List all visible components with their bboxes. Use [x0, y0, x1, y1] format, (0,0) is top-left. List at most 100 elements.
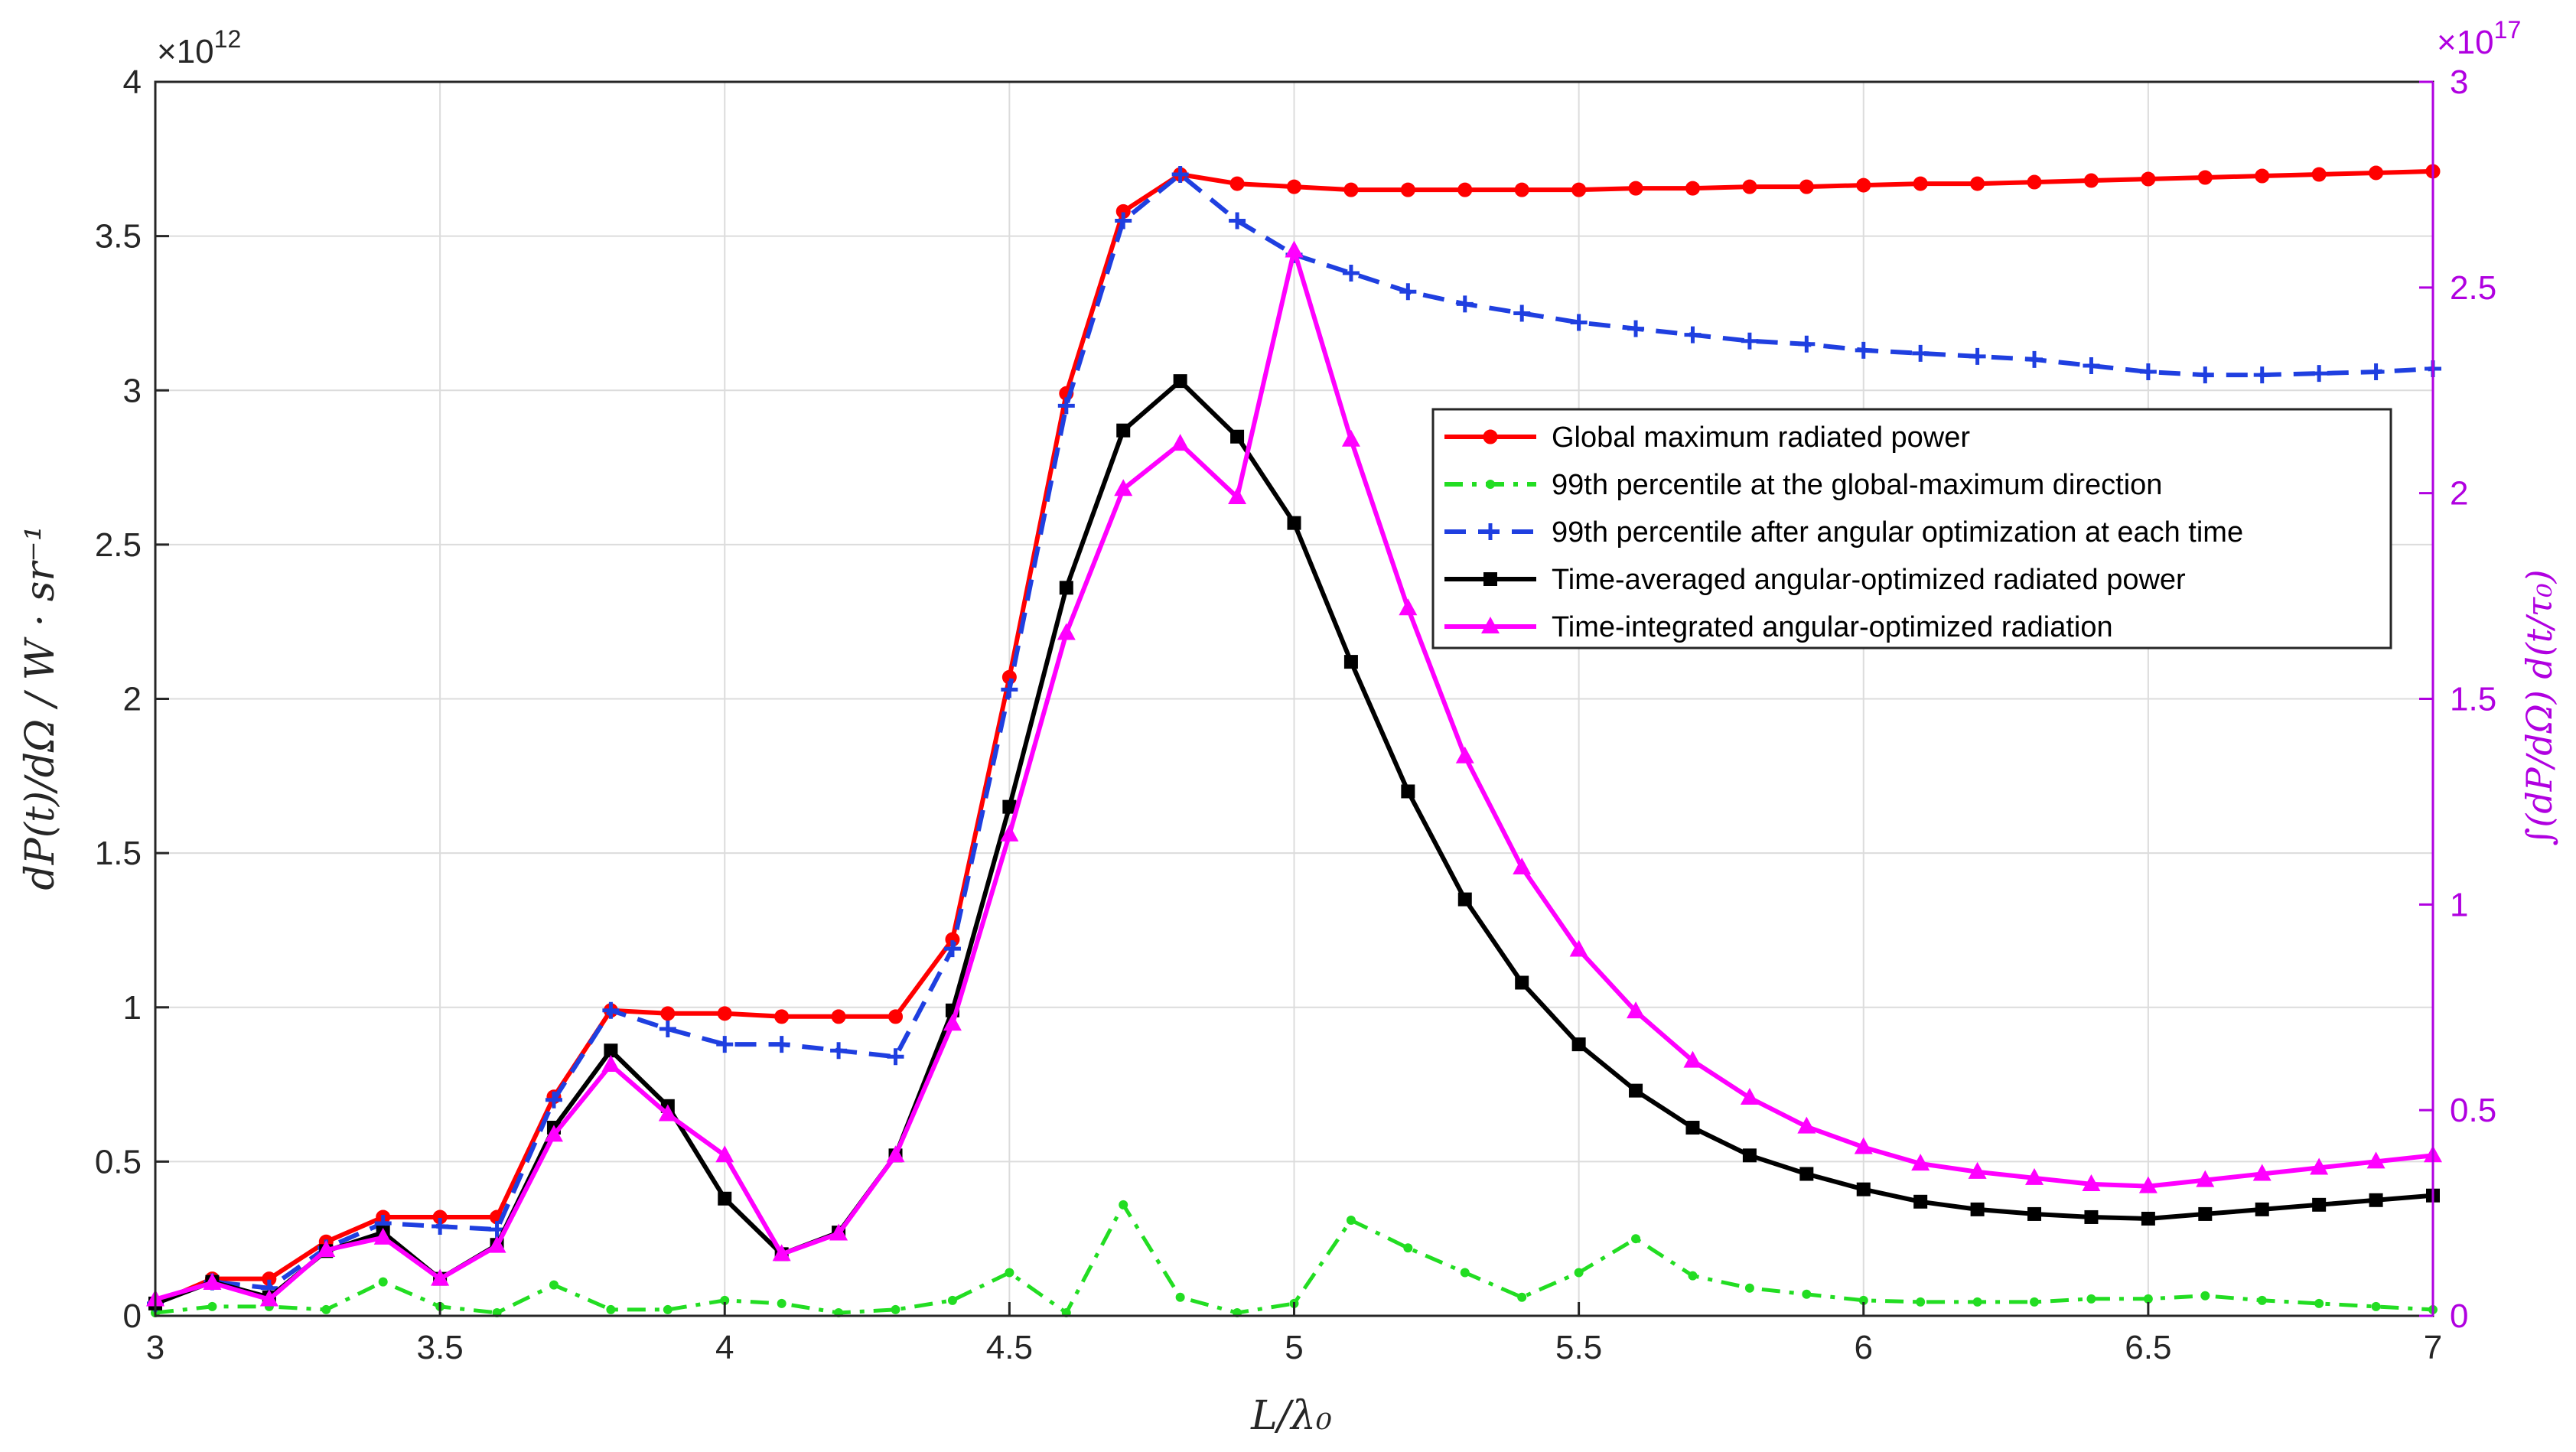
- data-point: [1855, 341, 1872, 359]
- legend-entry: Time-averaged angular-optimized radiated…: [1444, 564, 2186, 596]
- y-right-tick-label: 3: [2450, 63, 2468, 101]
- data-point: [1631, 1234, 1641, 1244]
- data-point: [1627, 320, 1645, 337]
- data-point: [947, 1295, 957, 1305]
- data-point: [606, 1304, 616, 1314]
- data-point: [1970, 1202, 1985, 1216]
- y-axis-label-right: ∫(dP/dΩ) d(t/τ₀): [2519, 569, 2560, 845]
- data-point: [2027, 1206, 2042, 1221]
- data-point: [660, 1006, 676, 1021]
- data-point: [1912, 344, 1930, 362]
- data-point: [1175, 1292, 1185, 1302]
- data-point: [317, 1239, 336, 1257]
- data-point: [658, 1104, 677, 1122]
- data-point: [1911, 1154, 1930, 1171]
- data-point: [1115, 212, 1132, 230]
- data-point: [2369, 1193, 2383, 1207]
- data-point: [1802, 1289, 1812, 1299]
- data-point: [2086, 1294, 2096, 1304]
- data-point: [2252, 1164, 2272, 1181]
- legend-swatch-marker: [1486, 480, 1495, 489]
- legend-entry: 99th percentile after angular optimizati…: [1444, 516, 2243, 549]
- data-point: [1001, 681, 1018, 698]
- data-point: [891, 1304, 900, 1314]
- y-right-tick-label: 2.5: [2450, 269, 2496, 307]
- data-point: [1798, 335, 1816, 353]
- series-1: [151, 1200, 2438, 1317]
- x-tick-label: 5: [1285, 1329, 1303, 1366]
- data-point: [2255, 168, 2270, 184]
- data-point: [1571, 182, 1587, 197]
- series-line: [154, 172, 2434, 1306]
- data-point: [1460, 1268, 1470, 1278]
- data-point: [2311, 167, 2327, 182]
- data-point: [1744, 1283, 1754, 1293]
- data-point: [659, 1020, 676, 1037]
- legend-label: 99th percentile after angular optimizati…: [1552, 516, 2243, 549]
- data-point: [887, 1048, 904, 1066]
- data-point: [1513, 857, 1532, 874]
- data-point: [943, 1014, 962, 1031]
- data-point: [1854, 1137, 1873, 1154]
- data-point: [2198, 1206, 2213, 1221]
- y-right-tick-label: 0: [2450, 1297, 2468, 1335]
- data-point: [1002, 799, 1017, 814]
- data-point: [1343, 655, 1358, 669]
- data-point: [1456, 295, 1474, 313]
- legend-swatch-marker: [1482, 523, 1499, 540]
- data-point: [1627, 1001, 1646, 1019]
- data-point: [1913, 176, 1928, 191]
- data-point: [1346, 1215, 1356, 1225]
- series-line: [155, 1203, 2434, 1315]
- data-point: [943, 940, 961, 958]
- data-point: [831, 1009, 846, 1024]
- data-point: [431, 1268, 450, 1286]
- data-point: [2314, 1298, 2324, 1308]
- right-exponent-power: 17: [2494, 16, 2522, 44]
- legend-label: 99th percentile at the global-maximum di…: [1552, 469, 2162, 501]
- data-point: [2255, 1202, 2269, 1216]
- y-left-tick-label: 2.5: [95, 526, 142, 564]
- data-point: [1171, 165, 1189, 183]
- data-point: [2366, 1151, 2385, 1169]
- data-point: [1799, 179, 1814, 194]
- data-point: [549, 1280, 559, 1290]
- data-point: [2083, 173, 2099, 188]
- data-point: [1628, 181, 1643, 196]
- ticks-layer: 3 3.5 4 4.5 5 5.5 6 6.5 700.511.522.533.5400.511…: [95, 63, 2496, 1366]
- data-point: [1457, 892, 1472, 907]
- data-point: [1742, 1148, 1757, 1163]
- data-point: [373, 1227, 392, 1245]
- data-point: [602, 1001, 620, 1019]
- data-point: [321, 1304, 331, 1314]
- data-point: [2141, 171, 2156, 187]
- data-point: [487, 1236, 506, 1253]
- y-left-tick-label: 1: [123, 989, 142, 1027]
- legend-box: [1431, 408, 2392, 649]
- data-point: [1403, 1243, 1413, 1253]
- data-point: [1285, 240, 1304, 258]
- data-point: [715, 1145, 734, 1163]
- data-point: [774, 1009, 790, 1024]
- data-point: [2197, 366, 2214, 384]
- data-point: [1972, 1297, 1982, 1307]
- legend-swatch-marker: [1483, 572, 1497, 586]
- data-point: [1341, 429, 1360, 447]
- data-point: [1629, 1083, 1643, 1098]
- data-point: [2027, 174, 2042, 190]
- data-point: [1005, 1268, 1014, 1278]
- data-point: [1684, 326, 1702, 343]
- data-point: [772, 1244, 791, 1262]
- y-left-tick-label: 0.5: [95, 1143, 142, 1180]
- data-point: [773, 1036, 790, 1053]
- data-point: [1457, 182, 1473, 197]
- data-point: [1399, 283, 1417, 301]
- data-point: [2369, 165, 2384, 181]
- data-point: [888, 1009, 904, 1024]
- data-point: [1797, 1116, 1816, 1134]
- data-point: [1569, 939, 1588, 957]
- data-point: [1799, 1167, 1814, 1181]
- data-point: [2253, 366, 2271, 384]
- data-point: [2025, 1167, 2044, 1185]
